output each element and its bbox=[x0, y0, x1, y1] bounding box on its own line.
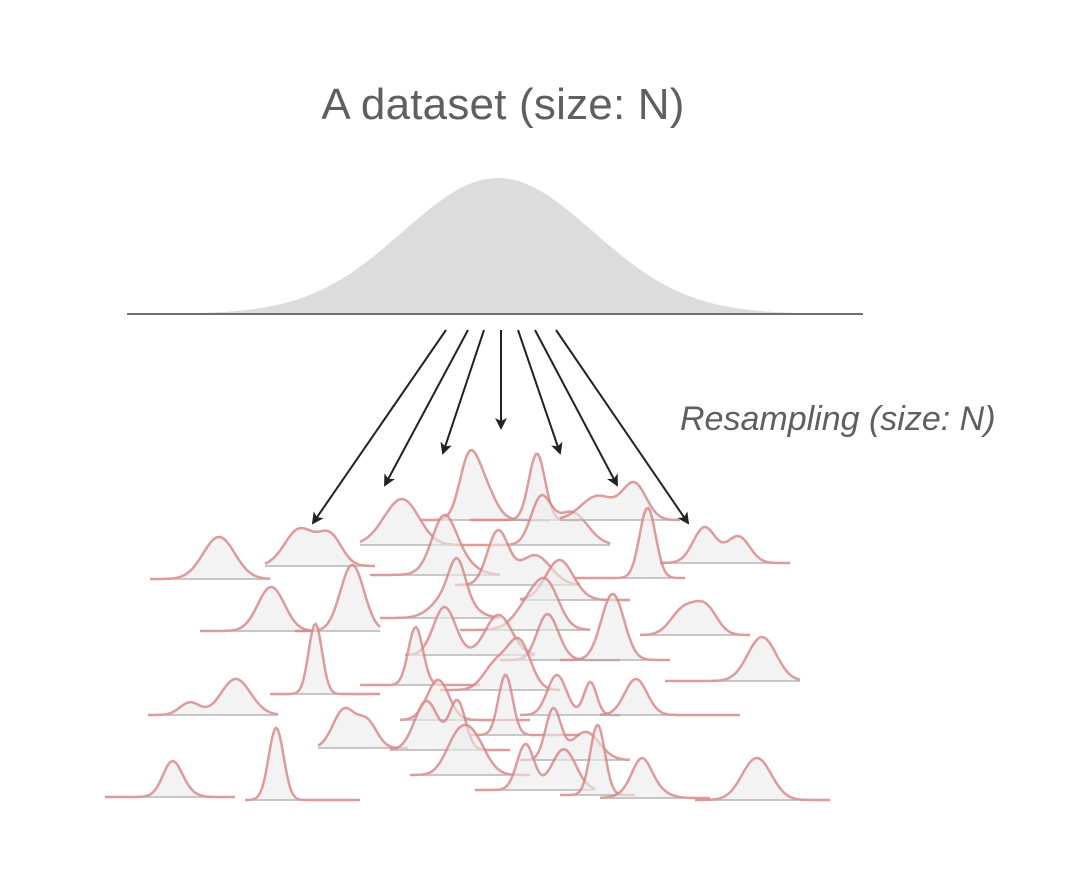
sample-curve bbox=[659, 525, 790, 565]
sample-area bbox=[470, 675, 580, 735]
sample-area bbox=[560, 594, 670, 660]
sample-distribution bbox=[599, 677, 740, 717]
sample-curve bbox=[105, 759, 235, 799]
sample-curve bbox=[389, 698, 510, 752]
sample-area bbox=[440, 638, 560, 690]
arrow-down-icon bbox=[555, 329, 690, 525]
sample-distribution bbox=[360, 625, 480, 687]
sample-curve bbox=[575, 506, 685, 580]
sample-area bbox=[480, 495, 610, 545]
sample-curve bbox=[380, 556, 501, 620]
sample-area bbox=[148, 679, 278, 715]
sample-curve bbox=[559, 480, 680, 522]
sample-curve bbox=[599, 677, 740, 717]
sample-distribution bbox=[105, 759, 235, 799]
sample-distribution bbox=[559, 480, 680, 522]
sample-area bbox=[200, 587, 320, 631]
sample-curve bbox=[599, 756, 710, 800]
sample-area bbox=[560, 725, 635, 795]
sample-area bbox=[318, 708, 408, 748]
sample-distribution bbox=[200, 585, 320, 633]
arrow-down-icon bbox=[534, 329, 618, 487]
sample-area bbox=[245, 728, 360, 800]
sample-area bbox=[150, 537, 270, 579]
sample-area bbox=[460, 578, 590, 630]
resampling-arrows bbox=[311, 329, 690, 525]
sample-area bbox=[370, 515, 500, 575]
sample-area bbox=[390, 700, 510, 750]
sample-curve bbox=[370, 513, 501, 577]
sample-curve bbox=[520, 706, 631, 762]
sample-distribution bbox=[599, 756, 710, 800]
sample-curve bbox=[404, 605, 536, 657]
sample-distribution bbox=[575, 506, 685, 580]
sample-curve bbox=[665, 635, 801, 683]
sample-area bbox=[470, 454, 580, 520]
sample-curve bbox=[150, 535, 271, 581]
arrow-down-icon bbox=[517, 329, 563, 455]
sample-curve bbox=[640, 599, 750, 637]
sample-area bbox=[640, 601, 750, 635]
sample-distribution bbox=[264, 526, 375, 568]
arrow-down-icon bbox=[311, 329, 447, 525]
arrow-down-icon bbox=[384, 329, 469, 487]
sample-distribution bbox=[460, 576, 591, 632]
sample-curve bbox=[520, 673, 620, 717]
sample-area bbox=[520, 675, 620, 715]
population-distribution bbox=[127, 178, 863, 315]
sample-area bbox=[660, 527, 790, 563]
sample-area bbox=[360, 499, 480, 545]
bootstrap-samples bbox=[105, 448, 830, 802]
sample-curve bbox=[695, 756, 830, 802]
sample-distribution bbox=[640, 599, 750, 637]
sample-area bbox=[270, 624, 380, 694]
sample-curve bbox=[264, 526, 375, 568]
sample-curve bbox=[245, 726, 360, 802]
sample-curve bbox=[360, 625, 480, 687]
sample-curve bbox=[560, 592, 670, 662]
sample-curve bbox=[200, 585, 320, 633]
sample-area bbox=[665, 637, 800, 681]
sample-area bbox=[695, 758, 830, 800]
sample-curve bbox=[317, 706, 408, 750]
sample-area bbox=[420, 450, 550, 520]
sample-area bbox=[295, 565, 380, 631]
sample-distribution bbox=[270, 622, 380, 696]
diagram-title: A dataset (size: N) bbox=[321, 80, 685, 129]
sample-distribution bbox=[665, 635, 801, 683]
sample-area bbox=[360, 627, 480, 685]
sample-curve bbox=[295, 563, 381, 633]
sample-distribution bbox=[475, 742, 596, 792]
sample-curve bbox=[475, 742, 596, 792]
sample-curve bbox=[410, 723, 530, 777]
sample-distribution bbox=[150, 535, 271, 581]
sample-area bbox=[405, 607, 535, 655]
population-curve bbox=[130, 178, 860, 314]
sample-curve bbox=[270, 622, 380, 696]
sample-curve bbox=[440, 636, 561, 692]
sample-curve bbox=[148, 677, 279, 717]
sample-distribution bbox=[317, 706, 408, 750]
sample-area bbox=[475, 744, 595, 790]
sample-area bbox=[575, 508, 685, 578]
arrow-down-icon bbox=[440, 329, 485, 455]
sample-area bbox=[380, 558, 500, 618]
sample-distribution bbox=[410, 723, 530, 777]
sample-distribution bbox=[245, 726, 360, 802]
sample-distribution bbox=[560, 592, 670, 662]
sample-area bbox=[600, 679, 740, 715]
sample-distribution bbox=[295, 563, 381, 633]
sample-curve bbox=[460, 576, 591, 632]
sample-distribution bbox=[659, 525, 790, 565]
resampling-label: Resampling (size: N) bbox=[680, 400, 996, 438]
sample-distribution bbox=[148, 677, 279, 717]
sample-distribution bbox=[695, 756, 830, 802]
sample-area bbox=[105, 761, 235, 797]
sample-area bbox=[560, 482, 680, 520]
